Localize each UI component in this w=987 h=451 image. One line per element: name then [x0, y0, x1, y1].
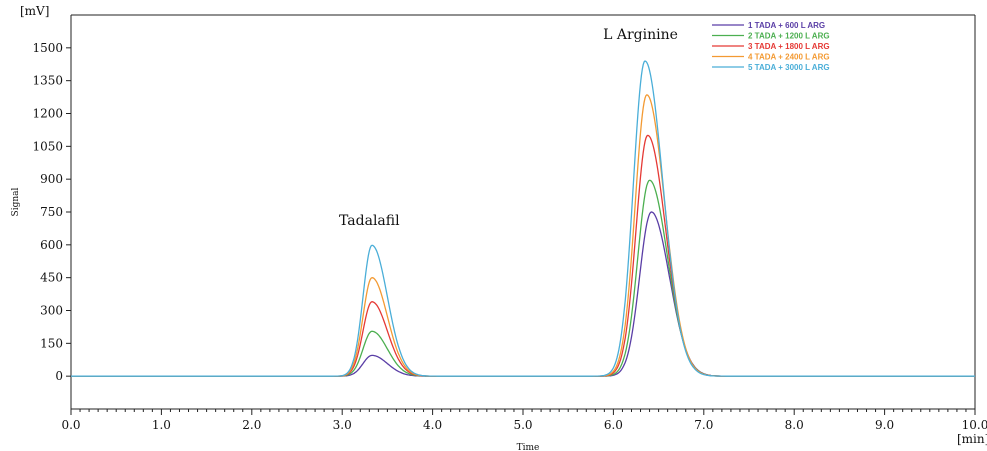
- x-tick-label: 1.0: [152, 418, 171, 432]
- axes-group: [70, 14, 976, 410]
- x-axis-title: Time: [517, 443, 540, 451]
- series-line-5: [71, 60, 975, 377]
- series-line-3: [71, 134, 975, 377]
- x-tick-label: 9.0: [875, 418, 894, 432]
- y-tick-label: 0: [55, 369, 63, 383]
- y-tick-label: 1200: [32, 107, 63, 121]
- legend-label: 5 TADA + 3000 L ARG: [748, 63, 830, 72]
- y-tick-label: 1500: [32, 41, 63, 55]
- series-line-4: [71, 94, 975, 377]
- legend-label: 4 TADA + 2400 L ARG: [748, 53, 830, 62]
- y-tick-label: 1050: [32, 139, 63, 153]
- legend-label: 3 TADA + 1800 L ARG: [748, 42, 830, 51]
- annotation-l-arginine: L Arginine: [603, 27, 678, 43]
- y-tick-label: 750: [40, 205, 63, 219]
- x-tick-label: 3.0: [333, 418, 352, 432]
- y-tick-label: 1350: [32, 74, 63, 88]
- y-unit-label: [mV]: [20, 4, 49, 18]
- x-tick-label: 8.0: [785, 418, 804, 432]
- y-axis-title: Signal: [11, 187, 21, 216]
- y-tick-label: 450: [40, 271, 63, 285]
- annotation-tadalafil: Tadalafil: [339, 213, 400, 229]
- x-tick-label: 10.0: [962, 418, 987, 432]
- y-ticks-group: 0 150 300 450 600 750 900 1050 1200 1350 1500: [32, 41, 71, 383]
- series-line-1: [71, 211, 975, 377]
- x-tick-label: 6.0: [604, 418, 623, 432]
- y-tick-label: 900: [40, 172, 63, 186]
- y-tick-label: 300: [40, 304, 63, 318]
- legend-label: 2 TADA + 1200 L ARG: [748, 32, 830, 41]
- x-ticks-group: 0.0 1.0 2.0 3.0 4.0 5.0 6.0 7.0 8.0 9.0 10.0: [61, 409, 987, 432]
- x-tick-label: 2.0: [242, 418, 261, 432]
- x-tick-label: 5.0: [513, 418, 532, 432]
- series-line-2: [71, 179, 975, 377]
- legend-label: 1 TADA + 600 L ARG: [748, 21, 825, 30]
- y-tick-label: 150: [40, 336, 63, 350]
- x-unit-label: [min]: [957, 432, 987, 446]
- x-tick-label: 7.0: [694, 418, 713, 432]
- x-tick-label: 4.0: [423, 418, 442, 432]
- series-group: [71, 60, 975, 377]
- x-tick-label: 0.0: [61, 418, 80, 432]
- y-tick-label: 600: [40, 238, 63, 252]
